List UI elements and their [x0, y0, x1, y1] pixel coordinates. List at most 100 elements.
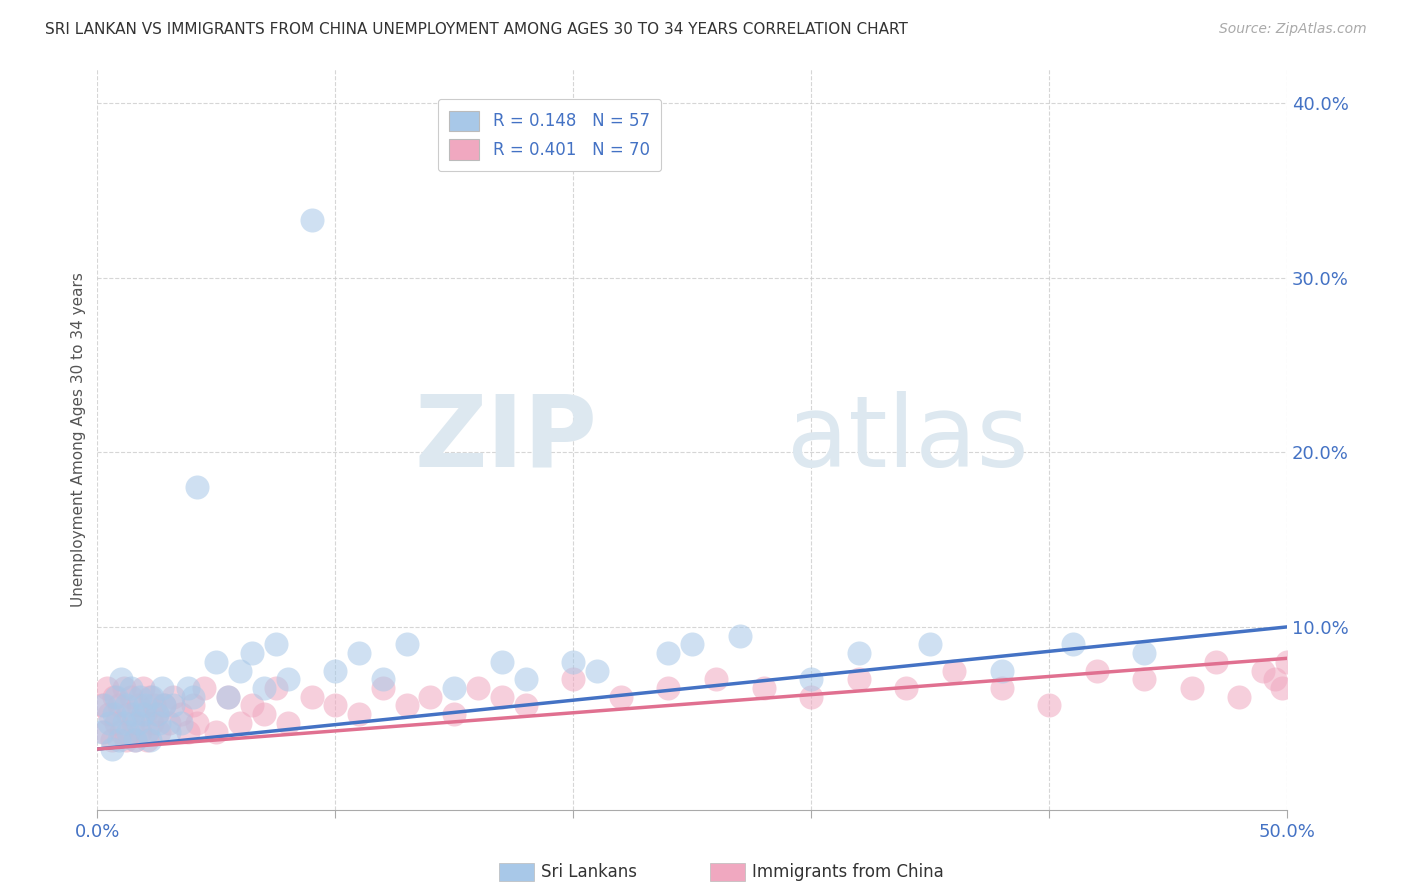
- Point: [162, 690, 184, 704]
- Point: [93, 698, 115, 713]
- Text: Immigrants from China: Immigrants from China: [752, 863, 943, 881]
- Point: [990, 664, 1012, 678]
- Point: [240, 698, 263, 713]
- Point: [848, 672, 870, 686]
- Point: [157, 724, 180, 739]
- Point: [277, 672, 299, 686]
- Point: [131, 707, 153, 722]
- Point: [586, 664, 609, 678]
- Point: [1264, 672, 1286, 686]
- Point: [253, 681, 276, 695]
- Point: [136, 733, 159, 747]
- Point: [141, 715, 163, 730]
- Point: [117, 724, 139, 739]
- Point: [127, 715, 149, 730]
- Point: [610, 690, 633, 704]
- Point: [146, 707, 169, 722]
- Point: [129, 724, 152, 739]
- Point: [515, 672, 537, 686]
- Point: [138, 733, 160, 747]
- Point: [153, 698, 176, 713]
- Point: [800, 672, 823, 686]
- Point: [562, 672, 585, 686]
- Point: [115, 698, 138, 713]
- Point: [467, 681, 489, 695]
- Y-axis label: Unemployment Among Ages 30 to 34 years: Unemployment Among Ages 30 to 34 years: [72, 272, 86, 607]
- Point: [371, 672, 394, 686]
- Point: [115, 733, 138, 747]
- Point: [186, 715, 208, 730]
- Point: [1251, 664, 1274, 678]
- Point: [217, 690, 239, 704]
- Point: [177, 724, 200, 739]
- Point: [848, 646, 870, 660]
- Point: [98, 715, 121, 730]
- Point: [323, 698, 346, 713]
- Point: [1271, 681, 1294, 695]
- Point: [800, 690, 823, 704]
- Point: [112, 715, 135, 730]
- Point: [110, 724, 132, 739]
- Point: [169, 707, 191, 722]
- Point: [896, 681, 918, 695]
- Point: [146, 707, 169, 722]
- Point: [105, 715, 128, 730]
- Legend: R = 0.148   N = 57, R = 0.401   N = 70: R = 0.148 N = 57, R = 0.401 N = 70: [437, 99, 661, 171]
- Point: [134, 698, 156, 713]
- Point: [395, 637, 418, 651]
- Point: [515, 698, 537, 713]
- Point: [138, 690, 160, 704]
- Text: Source: ZipAtlas.com: Source: ZipAtlas.com: [1219, 22, 1367, 37]
- Point: [752, 681, 775, 695]
- Point: [177, 681, 200, 695]
- Point: [1133, 646, 1156, 660]
- Point: [562, 655, 585, 669]
- Point: [240, 646, 263, 660]
- Point: [347, 646, 370, 660]
- Point: [217, 690, 239, 704]
- Point: [181, 698, 204, 713]
- Point: [264, 637, 287, 651]
- Point: [1229, 690, 1251, 704]
- Point: [443, 707, 465, 722]
- Point: [1085, 664, 1108, 678]
- Point: [148, 715, 170, 730]
- Point: [105, 690, 128, 704]
- Point: [186, 480, 208, 494]
- Point: [229, 715, 252, 730]
- Point: [1181, 681, 1204, 695]
- Point: [301, 213, 323, 227]
- Point: [157, 715, 180, 730]
- Text: ZIP: ZIP: [415, 391, 598, 488]
- Point: [124, 733, 146, 747]
- Text: SRI LANKAN VS IMMIGRANTS FROM CHINA UNEMPLOYMENT AMONG AGES 30 TO 34 YEARS CORRE: SRI LANKAN VS IMMIGRANTS FROM CHINA UNEM…: [45, 22, 908, 37]
- Point: [124, 733, 146, 747]
- Point: [205, 724, 228, 739]
- Point: [681, 637, 703, 651]
- Point: [169, 715, 191, 730]
- Point: [1133, 672, 1156, 686]
- Point: [98, 707, 121, 722]
- Point: [136, 724, 159, 739]
- Point: [153, 698, 176, 713]
- Point: [657, 681, 679, 695]
- Point: [117, 707, 139, 722]
- Point: [91, 724, 114, 739]
- Point: [704, 672, 727, 686]
- Point: [443, 681, 465, 695]
- Point: [1062, 637, 1084, 651]
- Point: [100, 733, 122, 747]
- Point: [419, 690, 441, 704]
- Point: [122, 707, 145, 722]
- Point: [131, 681, 153, 695]
- Point: [148, 724, 170, 739]
- Point: [112, 681, 135, 695]
- Point: [100, 742, 122, 756]
- Point: [277, 715, 299, 730]
- Point: [253, 707, 276, 722]
- Point: [120, 681, 142, 695]
- Point: [301, 690, 323, 704]
- Point: [491, 655, 513, 669]
- Point: [141, 690, 163, 704]
- Point: [347, 707, 370, 722]
